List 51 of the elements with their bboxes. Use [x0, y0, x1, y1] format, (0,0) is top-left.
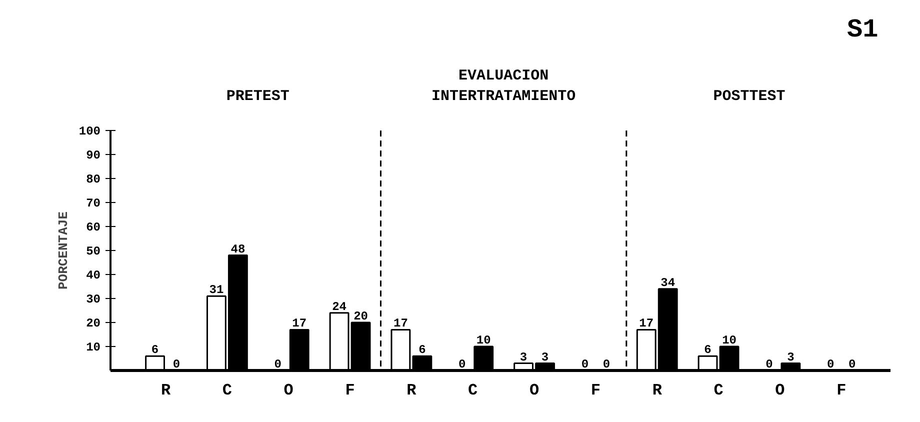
data-label: 34 — [660, 276, 676, 290]
data-label: 20 — [354, 310, 368, 324]
text: EVALUACION INTERTRATAMIENTO — [432, 68, 576, 105]
data-label: 0 — [458, 358, 466, 372]
y-tick-label: 80 — [86, 172, 101, 186]
data-label: 31 — [209, 283, 224, 298]
data-label: 0 — [848, 358, 856, 372]
y-axis-title: PORCENTAJE — [56, 211, 71, 290]
data-label: 3 — [520, 350, 528, 364]
x-tick-label: F — [590, 382, 601, 400]
y-tick-label: 100 — [78, 124, 101, 138]
data-label: 17 — [292, 316, 307, 331]
text: POSTTEST — [713, 88, 786, 105]
data-label: 0 — [602, 358, 610, 372]
y-tick-label: 30 — [86, 292, 101, 306]
data-label: 3 — [787, 350, 794, 364]
data-label: 17 — [393, 316, 408, 331]
data-label: 0 — [172, 358, 180, 372]
data-label: 6 — [151, 343, 159, 358]
data-label: 48 — [230, 242, 246, 256]
y-tick-label: 20 — [86, 316, 101, 330]
x-tick-label: C — [468, 382, 478, 400]
data-label: 10 — [476, 334, 491, 348]
data-label: 17 — [639, 316, 654, 331]
text: PRETEST — [226, 88, 290, 105]
x-tick-label: F — [836, 382, 846, 400]
data-label: 10 — [722, 334, 736, 348]
y-tick-label: 60 — [86, 220, 101, 234]
data-label: 6 — [418, 343, 426, 358]
data-label: 0 — [766, 358, 773, 372]
data-label: 6 — [704, 343, 712, 358]
y-tick-label: 50 — [86, 244, 101, 258]
x-tick-label: C — [714, 382, 724, 400]
data-label: 0 — [827, 358, 834, 372]
x-tick-label: C — [222, 382, 232, 400]
data-label: 0 — [274, 358, 282, 372]
x-tick-label: F — [345, 382, 355, 400]
y-tick-label: 90 — [86, 148, 101, 162]
y-tick-label: 10 — [86, 340, 101, 354]
text: S1 — [847, 14, 878, 44]
x-tick-label: R — [406, 382, 417, 400]
data-label: 24 — [332, 300, 346, 314]
data-label: 0 — [581, 358, 589, 372]
x-tick-label: R — [652, 382, 662, 400]
y-tick-label: 40 — [86, 268, 101, 282]
x-tick-label: R — [160, 382, 171, 400]
x-tick-label: O — [529, 382, 540, 400]
data-label: 3 — [541, 350, 549, 364]
y-tick-label: 70 — [86, 196, 101, 210]
x-tick-label: O — [284, 382, 294, 400]
x-tick-label: O — [775, 382, 786, 400]
